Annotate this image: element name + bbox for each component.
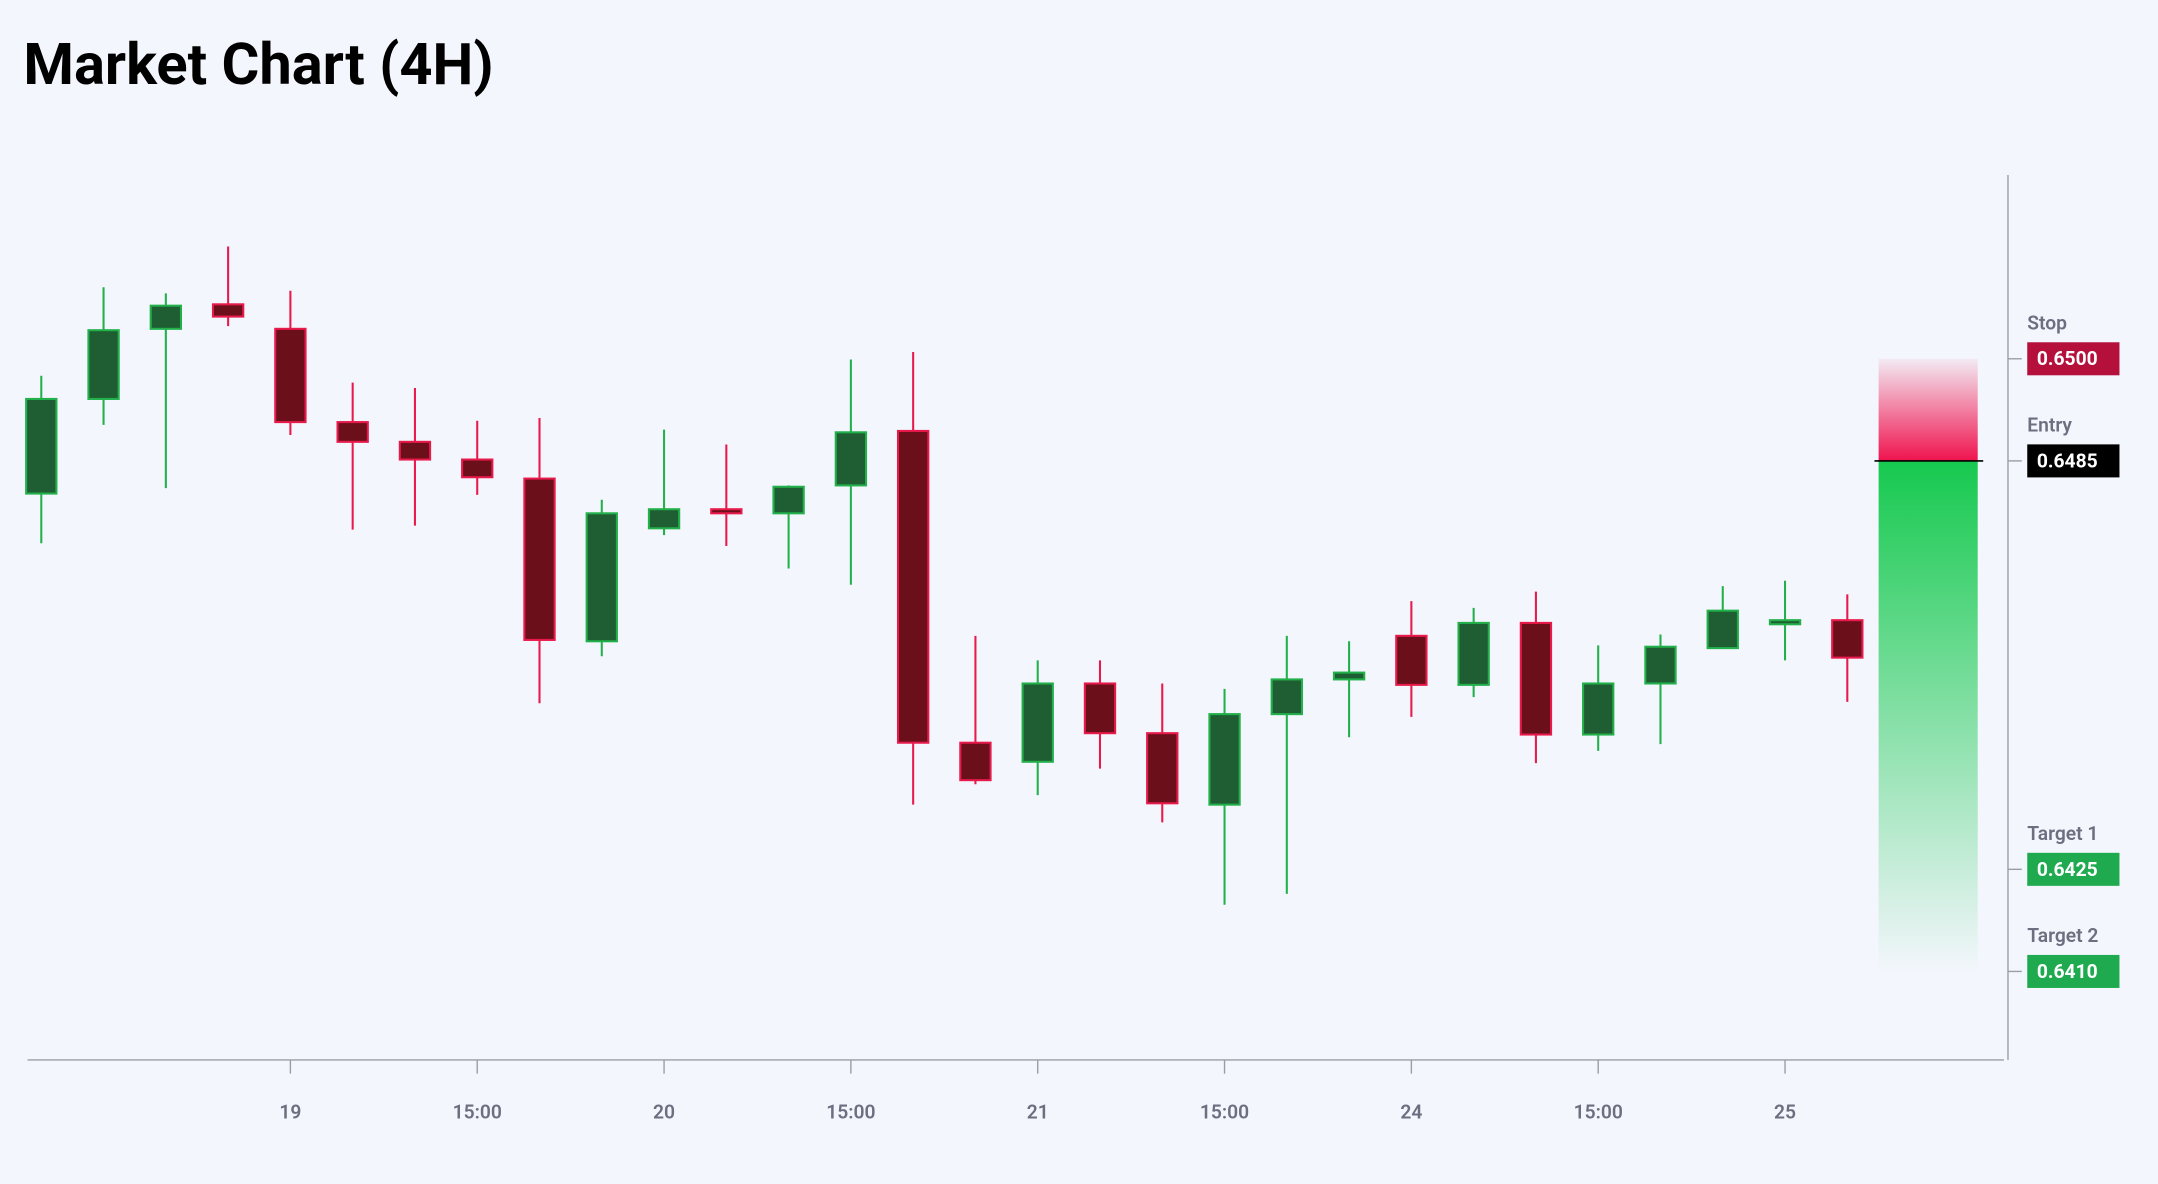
candle (336, 382, 369, 530)
candle (1768, 580, 1802, 661)
candle (461, 420, 494, 495)
candle-body (1706, 609, 1739, 650)
candle (274, 290, 307, 436)
candle-body (523, 477, 556, 641)
candle-body (1768, 619, 1802, 626)
candle (1706, 586, 1739, 650)
candle (1644, 634, 1677, 745)
x-tick-label: 20 (653, 1101, 675, 1124)
candle-body (1270, 678, 1303, 716)
candle (1519, 591, 1553, 764)
level-value: 0.6500 (2037, 347, 2098, 370)
candle-body (1582, 682, 1615, 736)
candle (1332, 641, 1366, 738)
candle (87, 287, 120, 425)
level-badge (2027, 342, 2120, 376)
candle (1582, 645, 1615, 751)
candle-body (1457, 621, 1490, 686)
candle-body (585, 512, 618, 643)
candle-body (398, 440, 432, 461)
candle (896, 351, 930, 805)
candle (1270, 635, 1303, 894)
stop-zone (1878, 358, 1978, 461)
candle-body (149, 304, 183, 330)
candle-body (1021, 682, 1054, 763)
candle (710, 444, 743, 546)
level-badge (2027, 444, 2120, 478)
level-name: Target 2 (2027, 924, 2098, 947)
x-tick-label: 15:00 (826, 1101, 875, 1124)
x-tick-label: 19 (279, 1101, 301, 1124)
chart-title: Market Chart (4H) (23, 31, 493, 99)
candle-body (211, 303, 245, 318)
level-badge (2027, 954, 2120, 988)
x-tick-label: 24 (1400, 1101, 1422, 1124)
candle (211, 246, 245, 327)
candle (585, 499, 618, 657)
candle-body (1519, 621, 1553, 736)
x-tick-label: 15:00 (1200, 1101, 1249, 1124)
candle-body (1831, 619, 1864, 659)
candle (1083, 660, 1117, 769)
x-tick-label: 15:00 (1574, 1101, 1623, 1124)
candle-body (1395, 634, 1428, 686)
x-tick-label: 21 (1027, 1101, 1049, 1124)
candle-body (1083, 682, 1117, 735)
candle-body (1332, 671, 1366, 681)
candle (959, 635, 992, 785)
candle-body (1208, 713, 1241, 806)
candle (772, 485, 805, 569)
candle-body (1644, 645, 1677, 685)
candle-body (959, 741, 992, 782)
level-name: Target 1 (2027, 822, 2098, 845)
candle (1395, 601, 1428, 717)
candle-body (834, 431, 868, 487)
level-value: 0.6485 (2037, 449, 2098, 472)
candle-body (710, 508, 743, 515)
candle (149, 293, 183, 489)
candle (523, 418, 556, 704)
candle-body (896, 429, 930, 744)
candle (834, 359, 868, 585)
level-name: Stop (2027, 311, 2067, 334)
candle-body (25, 397, 58, 495)
target-zone (1878, 460, 1978, 972)
candle-body (336, 421, 369, 443)
candle-body (87, 329, 120, 400)
level-value: 0.6425 (2037, 858, 2098, 881)
candle-body (1146, 732, 1179, 805)
x-tick-label: 25 (1774, 1101, 1796, 1124)
x-tick-label: 15:00 (453, 1101, 502, 1124)
candle (1021, 660, 1054, 796)
candle-body (647, 508, 681, 530)
candle (1208, 688, 1241, 905)
candle (1831, 594, 1864, 702)
level-name: Entry (2027, 414, 2072, 437)
candle-body (772, 485, 805, 515)
level-badge (2027, 852, 2120, 886)
candle (25, 375, 58, 544)
candle (1457, 607, 1490, 698)
candle (398, 388, 432, 526)
candle-body (461, 458, 494, 479)
candle (647, 429, 681, 536)
candle-body (274, 327, 307, 424)
candle (1146, 683, 1179, 823)
level-value: 0.6410 (2037, 960, 2098, 983)
